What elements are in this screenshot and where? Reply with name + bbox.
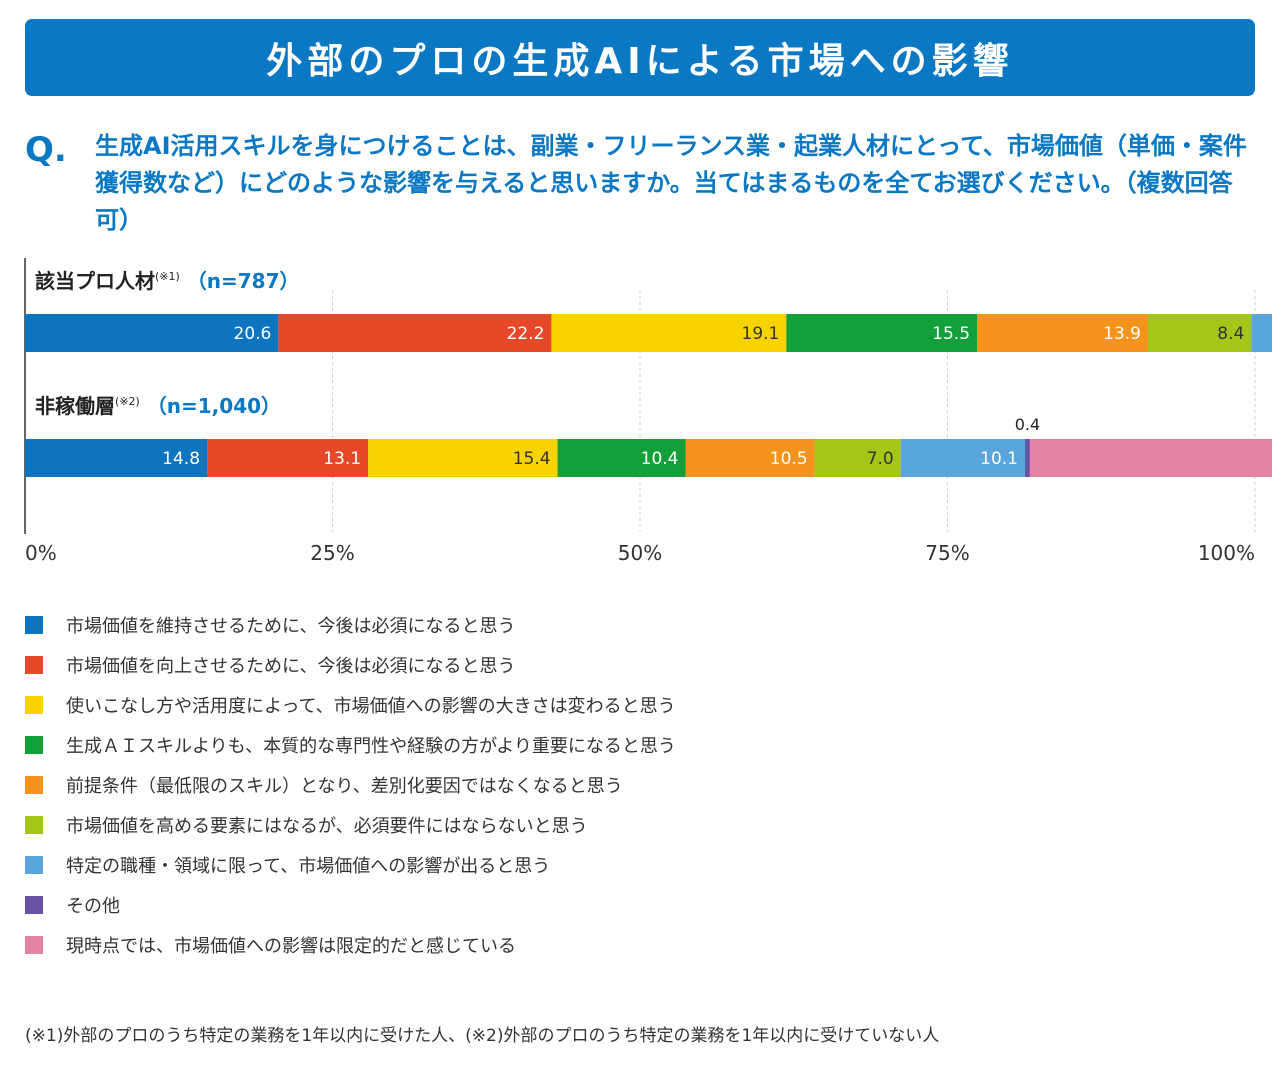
bar-value-label: 0.4 [1015, 415, 1040, 434]
bar-segment [900, 439, 1025, 477]
x-tick-label: 0% [25, 541, 57, 565]
legend-label: 特定の職種・領域に限って、市場価値への影響が出ると思う [66, 856, 551, 877]
bar-value-label: 7.0 [867, 449, 894, 469]
x-tick-label: 75% [925, 541, 969, 565]
bar-segment [1029, 439, 1272, 477]
x-tick-label: 25% [310, 541, 354, 565]
x-tick-label: 100% [1198, 541, 1255, 565]
legend-swatch [25, 736, 43, 754]
bar-value-label: 15.4 [513, 449, 551, 469]
bar-value-label: 13.9 [1103, 324, 1141, 344]
legend-item: その他 [25, 892, 120, 918]
legend-item: 生成ＡＩスキルよりも、本質的な専門性や経験の方がより重要になると思う [25, 732, 676, 758]
legend-label: 現時点では、市場価値への影響は限定的だと感じている [66, 936, 516, 957]
legend-swatch [25, 656, 43, 674]
legend-swatch [25, 896, 43, 914]
question-mark: Q. [25, 130, 67, 170]
group-label: 非稼働層(※2) （n=1,040） [35, 394, 281, 418]
legend-label: 市場価値を維持させるために、今後は必須になると思う [66, 616, 516, 637]
bar-segment [207, 439, 369, 477]
legend-item: 使いこなし方や活用度によって、市場価値への影響の大きさは変わると思う [25, 692, 676, 718]
bar-segment [977, 314, 1148, 352]
bar-segment [25, 314, 279, 352]
legend-swatch [25, 936, 43, 954]
bar-value-label: 13.1 [323, 449, 361, 469]
question-text: 生成AI活用スキルを身につけることは、副業・フリーランス業・起業人材にとって、市… [95, 132, 1247, 234]
bar-value-label: 10.1 [980, 449, 1018, 469]
bar-value-label: 15.5 [932, 324, 970, 344]
legend-label: 生成ＡＩスキルよりも、本質的な専門性や経験の方がより重要になると思う [66, 736, 676, 757]
legend-label: 市場価値を向上させるために、今後は必須になると思う [66, 656, 516, 677]
bar-value-label: 8.4 [1217, 324, 1244, 344]
page-title: 外部のプロの生成AIによる市場への影響 [266, 40, 1014, 82]
legend-swatch [25, 776, 43, 794]
bar-segment [278, 314, 552, 352]
bar-value-label: 10.5 [770, 449, 808, 469]
legend-swatch [25, 816, 43, 834]
bar-value-label: 22.2 [507, 324, 545, 344]
bar-value-label: 14.8 [162, 449, 200, 469]
footnote: (※1)外部のプロのうち特定の業務を1年以内に受けた人、(※2)外部のプロのうち… [25, 1026, 940, 1046]
bar-value-label: 19.1 [742, 324, 780, 344]
legend-label: 使いこなし方や活用度によって、市場価値への影響の大きさは変わると思う [66, 696, 676, 717]
bar-segment [1024, 439, 1030, 477]
legend-label: 前提条件（最低限のスキル）となり、差別化要因ではなくなると思う [66, 776, 623, 797]
legend-item: 前提条件（最低限のスキル）となり、差別化要因ではなくなると思う [25, 772, 623, 798]
title-banner: 外部のプロの生成AIによる市場への影響 [25, 19, 1255, 96]
bar-segment [557, 439, 686, 477]
x-tick-label: 50% [618, 541, 662, 565]
bar-segment [814, 439, 901, 477]
legend-label: 市場価値を高める要素にはなるが、必須要件にはならないと思う [66, 816, 588, 837]
legend-swatch [25, 616, 43, 634]
legend-item: 現時点では、市場価値への影響は限定的だと感じている [25, 932, 516, 958]
legend-swatch [25, 856, 43, 874]
bar-segment [1251, 314, 1272, 352]
bar-segment [685, 439, 815, 477]
bar-value-label: 10.4 [641, 449, 679, 469]
bar-segment [551, 314, 787, 352]
legend-item: 市場価値を維持させるために、今後は必須になると思う [25, 612, 515, 638]
bar-segment [25, 439, 208, 477]
stacked-bar-chart: 0% 25% 50% 75% 100% 該当プロ人材(※1) （n=787） 20.6 22.… [24, 258, 1272, 565]
bar-segment [368, 439, 558, 477]
legend-item: 市場価値を向上させるために、今後は必須になると思う [25, 652, 515, 678]
bar-value-label: 20.6 [234, 324, 272, 344]
legend-item: 市場価値を高める要素にはなるが、必須要件にはならないと思う [25, 812, 588, 838]
bar-segment [786, 314, 978, 352]
group-label: 該当プロ人材(※1) （n=787） [35, 269, 300, 293]
legend-label: その他 [66, 896, 120, 917]
bar-segment [1147, 314, 1252, 352]
legend-item: 特定の職種・領域に限って、市場価値への影響が出ると思う [25, 852, 550, 878]
legend-swatch [25, 696, 43, 714]
